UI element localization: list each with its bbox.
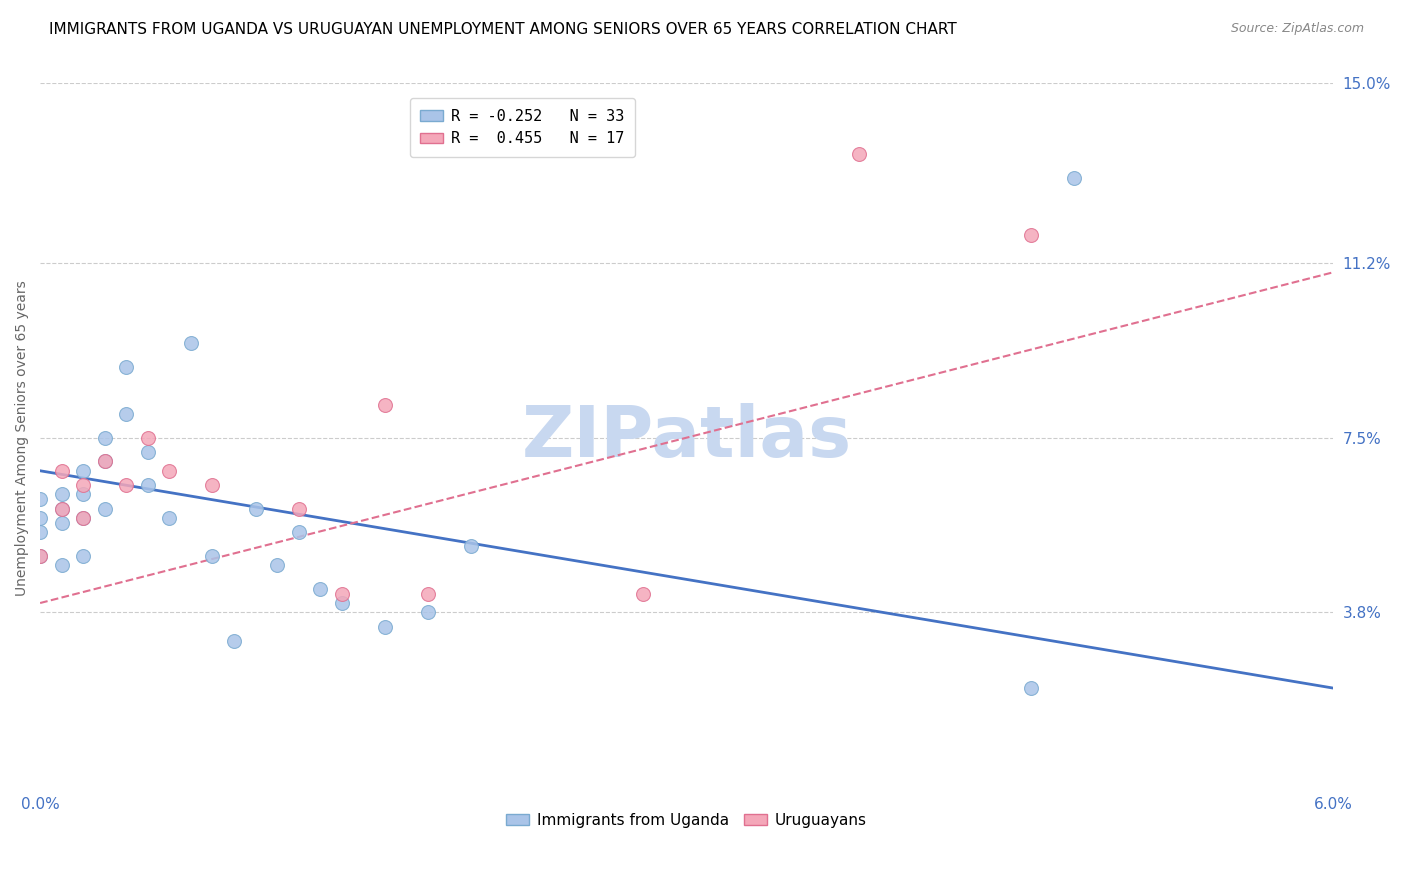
Point	[30, 492, 52, 507]
Point	[51, 501, 73, 516]
Point	[51, 487, 73, 501]
Legend: Immigrants from Uganda, Uruguayans: Immigrants from Uganda, Uruguayans	[501, 806, 873, 834]
Point	[266, 558, 288, 573]
Point	[115, 359, 138, 374]
Point	[245, 501, 267, 516]
Point	[633, 586, 655, 600]
Point	[72, 464, 94, 478]
Point	[72, 549, 94, 563]
Point	[287, 525, 309, 540]
Point	[30, 525, 52, 540]
Y-axis label: Unemployment Among Seniors over 65 years: Unemployment Among Seniors over 65 years	[15, 280, 30, 596]
Point	[115, 478, 138, 492]
Point	[51, 516, 73, 530]
Point	[157, 464, 180, 478]
Point	[309, 582, 332, 596]
Point	[136, 478, 159, 492]
Point	[416, 586, 439, 600]
Text: IMMIGRANTS FROM UGANDA VS URUGUAYAN UNEMPLOYMENT AMONG SENIORS OVER 65 YEARS COR: IMMIGRANTS FROM UGANDA VS URUGUAYAN UNEM…	[49, 22, 957, 37]
Point	[51, 464, 73, 478]
Point	[330, 596, 353, 610]
Point	[136, 445, 159, 459]
Point	[374, 398, 396, 412]
Point	[72, 511, 94, 525]
Point	[222, 633, 245, 648]
Point	[848, 147, 870, 161]
Point	[94, 454, 117, 468]
Point	[51, 501, 73, 516]
Point	[30, 511, 52, 525]
Point	[30, 549, 52, 563]
Point	[201, 549, 224, 563]
Point	[180, 336, 202, 351]
Text: ZIPatlas: ZIPatlas	[522, 403, 852, 472]
Point	[201, 478, 224, 492]
Point	[330, 586, 353, 600]
Point	[72, 511, 94, 525]
Point	[136, 431, 159, 445]
Point	[94, 454, 117, 468]
Text: Source: ZipAtlas.com: Source: ZipAtlas.com	[1230, 22, 1364, 36]
Point	[94, 501, 117, 516]
Point	[157, 511, 180, 525]
Point	[1063, 170, 1085, 185]
Point	[460, 539, 482, 553]
Point	[30, 549, 52, 563]
Point	[51, 558, 73, 573]
Point	[72, 478, 94, 492]
Point	[1019, 227, 1042, 242]
Point	[1019, 681, 1042, 695]
Point	[287, 501, 309, 516]
Point	[72, 487, 94, 501]
Point	[115, 407, 138, 421]
Point	[94, 431, 117, 445]
Point	[374, 620, 396, 634]
Point	[416, 606, 439, 620]
